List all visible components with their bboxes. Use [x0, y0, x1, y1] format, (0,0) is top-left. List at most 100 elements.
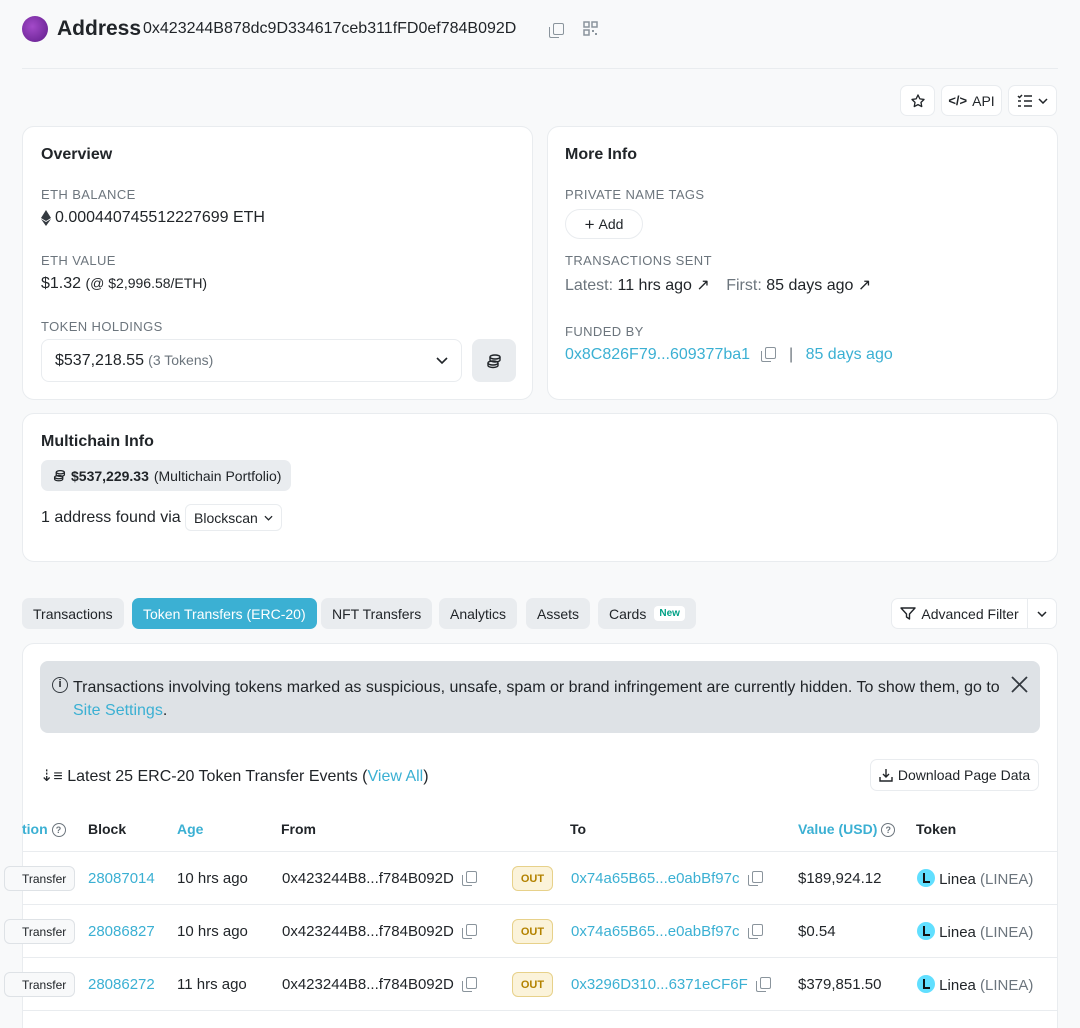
tab-analytics[interactable]: Analytics: [439, 598, 518, 629]
token-holdings-label: TOKEN HOLDINGS: [41, 319, 163, 334]
api-label: API: [972, 92, 995, 109]
new-badge: New: [654, 606, 685, 621]
star-icon: [910, 93, 925, 107]
site-settings-link[interactable]: Site Settings: [73, 702, 163, 719]
more-info-card: More Info PRIVATE NAME TAGS + Add TRANSA…: [547, 126, 1058, 400]
add-tag-button[interactable]: + Add: [565, 209, 643, 239]
direction-badge: OUT: [512, 972, 553, 997]
events-suffix: ): [423, 768, 429, 785]
column-value[interactable]: Value (USD) ?: [798, 821, 896, 837]
token-portfolio-button[interactable]: [472, 339, 516, 382]
hidden-tokens-alert: i Transactions involving tokens marked a…: [40, 661, 1040, 733]
ethereum-icon: [41, 210, 51, 226]
info-icon: i: [52, 677, 68, 693]
chevron-down-icon: [1037, 610, 1047, 617]
table-row: Transfer 28086827 10 hrs ago 0x423244B8.…: [4, 904, 1057, 957]
copy-icon[interactable]: [760, 347, 776, 362]
linea-token-icon: [917, 975, 935, 993]
eth-balance-value: 0.000440745512227699 ETH: [55, 209, 265, 226]
address-text: 0x423244B878dc9D334617ceb311fFD0ef784B09…: [143, 20, 517, 37]
help-icon[interactable]: ?: [51, 823, 66, 837]
funded-by-age-link[interactable]: 85 days ago: [805, 346, 893, 363]
age: 10 hrs ago: [177, 923, 248, 940]
address-found-text: 1 address found via: [41, 509, 181, 526]
first-label: First:: [726, 277, 762, 294]
token[interactable]: Linea (LINEA): [917, 922, 1033, 941]
funded-by-label: FUNDED BY: [565, 324, 644, 339]
multichain-portfolio-button[interactable]: $537,229.33 (Multichain Portfolio): [41, 460, 292, 491]
alert-message: Transactions involving tokens marked as …: [73, 679, 1000, 696]
linea-token-icon: [917, 869, 935, 887]
column-from: From: [281, 821, 316, 837]
tab-token-transfers[interactable]: Token Transfers (ERC-20): [132, 598, 317, 629]
first-value[interactable]: 85 days ago: [766, 277, 854, 294]
tab-cards[interactable]: Cards New: [598, 598, 696, 629]
eth-balance: 0.000440745512227699 ETH: [41, 209, 265, 227]
copy-icon[interactable]: [461, 977, 477, 992]
column-age[interactable]: Age: [177, 821, 204, 837]
funded-by-address-link[interactable]: 0x8C826F79...609377ba1: [565, 346, 751, 363]
tab-nft-transfers[interactable]: NFT Transfers: [321, 598, 433, 629]
token[interactable]: Linea (LINEA): [917, 869, 1033, 888]
sort-icon: ⇣≡: [40, 768, 63, 785]
chevron-down-icon: [1038, 97, 1048, 104]
direction-badge: OUT: [512, 866, 553, 891]
advanced-filter-dropdown[interactable]: [1027, 598, 1057, 629]
copy-icon[interactable]: [461, 924, 477, 939]
more-info-title: More Info: [565, 146, 637, 163]
more-options-button[interactable]: [1008, 85, 1057, 116]
multichain-title: Multichain Info: [41, 433, 154, 450]
overview-title: Overview: [41, 146, 113, 163]
transactions-sent-label: TRANSACTIONS SENT: [565, 253, 712, 268]
download-page-data-button[interactable]: Download Page Data: [870, 759, 1039, 791]
tab-transactions[interactable]: Transactions: [22, 598, 124, 629]
copy-icon[interactable]: [747, 924, 763, 939]
multichain-portfolio-value: $537,229.33: [71, 467, 149, 484]
copy-address-icon[interactable]: [549, 23, 564, 38]
advanced-filter-label: Advanced Filter: [921, 605, 1019, 622]
coins-stack-icon: [487, 353, 501, 368]
favorite-button[interactable]: [900, 85, 935, 116]
eth-value: $1.32 (@ $2,996.58/ETH): [41, 275, 207, 293]
chevron-down-icon: [264, 515, 273, 521]
token[interactable]: Linea (LINEA): [917, 975, 1033, 994]
chevron-down-icon: [436, 356, 448, 364]
from-address: 0x423244B8...f784B092D: [282, 870, 477, 887]
direction-badge: OUT: [512, 919, 553, 944]
help-icon[interactable]: ?: [881, 823, 896, 837]
to-address: 0x3296D310...6371eCF6F: [571, 976, 771, 993]
copy-icon[interactable]: [755, 977, 771, 992]
copy-icon[interactable]: [461, 871, 477, 886]
age: 11 hrs ago: [177, 976, 247, 993]
separator: |: [788, 346, 794, 363]
latest-value[interactable]: 11 hrs ago: [617, 277, 692, 294]
alert-end: .: [162, 702, 168, 719]
multichain-card: Multichain Info $537,229.33 (Multichain …: [22, 413, 1058, 562]
events-heading: ⇣≡ Latest 25 ERC-20 Token Transfer Event…: [40, 766, 429, 786]
download-label: Download Page Data: [897, 767, 1031, 783]
to-address-link[interactable]: 0x3296D310...6371eCF6F: [571, 976, 748, 993]
funded-by: 0x8C826F79...609377ba1 | 85 days ago: [565, 346, 893, 364]
table-row-partial: [23, 1010, 1057, 1028]
transactions-sent: Latest: 11 hrs ago ↗ First: 85 days ago …: [565, 275, 871, 295]
to-address-link[interactable]: 0x74a65B65...e0abBf97c: [571, 923, 740, 940]
token-holdings-dropdown[interactable]: $537,218.55 (3 Tokens): [41, 339, 462, 382]
block-link[interactable]: 28087014: [88, 870, 155, 887]
alert-text: Transactions involving tokens marked as …: [73, 676, 1013, 722]
eth-value-rate: (@ $2,996.58/ETH): [85, 275, 208, 291]
advanced-filter-button[interactable]: Advanced Filter: [891, 598, 1028, 629]
tab-assets[interactable]: Assets: [526, 598, 591, 629]
column-method: tion ?: [22, 821, 66, 837]
qr-code-icon[interactable]: [583, 21, 598, 36]
api-button[interactable]: </> API: [941, 85, 1002, 116]
plus-icon: +: [584, 214, 595, 234]
to-address-link[interactable]: 0x74a65B65...e0abBf97c: [571, 870, 740, 887]
close-icon[interactable]: [1011, 676, 1028, 693]
block-link[interactable]: 28086272: [88, 976, 155, 993]
block-link[interactable]: 28086827: [88, 923, 155, 940]
blockscan-dropdown[interactable]: Blockscan: [185, 504, 282, 531]
arrow-up-right-icon[interactable]: ↗: [696, 277, 710, 294]
arrow-up-right-icon[interactable]: ↗: [857, 277, 872, 294]
copy-icon[interactable]: [747, 871, 763, 886]
view-all-link[interactable]: View All: [367, 768, 424, 785]
